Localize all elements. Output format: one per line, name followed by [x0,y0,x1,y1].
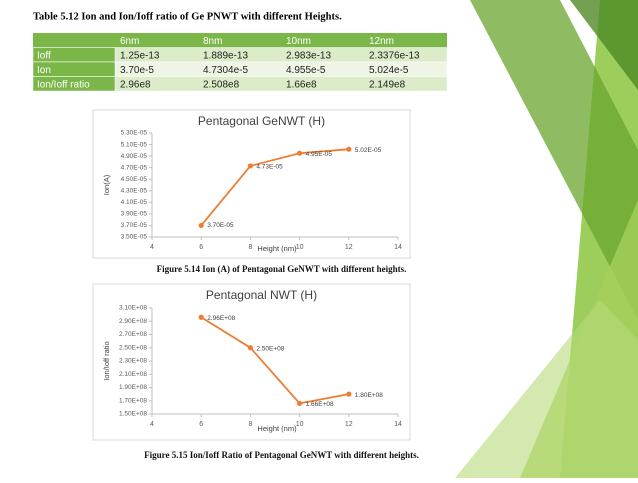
y-axis-label: Ion(A) [102,174,111,195]
cell: 1.889e-13 [203,50,248,61]
header-cell: 8nm [203,36,222,47]
cell: 4.955e-5 [286,65,326,76]
chart-frame [92,109,411,259]
y-tick-label: 4.10E-05 [121,199,148,206]
data-label: 1.80E+08 [355,392,383,399]
data-point [247,345,253,351]
x-tick-label: 12 [345,421,353,428]
x-tick-label: 10 [296,421,304,428]
charts: Pentagonal GeNWT (H) 3.50E-05 3.70E-05 3.90… [92,109,419,460]
row-label: Ion [37,65,51,76]
x-tick-label: 14 [394,421,402,428]
figure-caption: Figure 5.14 Ion (A) of Pentagonal GeNWT … [157,264,407,274]
data-point [198,222,204,229]
x-tick-label: 10 [296,244,304,251]
y-tick-label: 3.70E-05 [121,222,148,229]
data-label: 2.96E+08 [207,315,235,322]
y-tick-label: 4.30E-05 [121,187,148,194]
data-line [200,148,349,227]
y-tick-label: 3.10E+08 [119,305,147,312]
data-point [198,314,204,320]
cell: 2.983e-13 [286,50,331,61]
data-label: 1.66E+08 [306,401,334,408]
x-tick-label: 6 [199,244,203,251]
cell: 1.25e-13 [120,50,160,61]
data-label: 2.50E+08 [256,345,284,352]
x-axis-label: Height (nm) [257,244,297,253]
figure-caption: Figure 5.15 Ion/Ioff Ratio of Pentagonal… [144,450,419,460]
chart: Pentagonal GeNWT (H) 3.50E-05 3.70E-05 3.90… [92,109,411,274]
cell: 2.508e8 [203,79,240,90]
cell: 1.66e8 [286,79,317,90]
y-tick-label: 2.90E+08 [119,318,147,325]
data-label: 3.70E-05 [207,222,234,229]
cell: 2.149e8 [369,79,406,90]
data-point [297,400,303,406]
data-label: 4.73E-05 [256,164,283,171]
cell: 2.96e8 [120,79,151,90]
data-label: 5.02E-05 [355,147,382,154]
y-tick-label: 5.10E-05 [121,141,148,148]
x-tick-label: 6 [199,421,203,428]
row-head-bg [32,76,116,92]
y-tick-label: 1.70E+08 [119,397,147,404]
chart: Pentagonal NWT (H) 1.50E+08 1.70E+08 1.90E+… [92,283,419,460]
row-label: Ion/Ioff ratio [37,79,90,90]
header-row [33,33,447,48]
data-point [297,150,303,156]
header-cell: 10nm [286,36,311,47]
y-axis-label: Ion/Ioff ratio [102,341,111,380]
chart-title: Pentagonal GeNWT (H) [198,114,325,128]
data-point [346,146,352,152]
header-cell: 6nm [120,36,139,47]
x-tick-label: 4 [150,421,154,428]
y-tick-label: 2.10E+08 [119,371,147,378]
data-point [247,163,253,169]
y-tick-label: 3.90E-05 [121,211,148,218]
cell: 3.70e-5 [120,65,154,76]
x-tick-label: 8 [248,244,252,251]
x-tick-label: 4 [150,244,154,251]
y-tick-label: 1.50E+08 [119,411,147,418]
y-tick-label: 4.50E-05 [121,176,148,183]
y-tick-label: 2.70E+08 [119,331,147,338]
row-label: Ioff [37,50,51,61]
y-tick-label: 5.30E-05 [121,130,148,137]
cell: 4.7304e-5 [203,65,248,76]
chart-title: Pentagonal NWT (H) [206,288,317,302]
data-line [200,316,349,405]
cell: 2.3376e-13 [369,50,420,61]
x-axis-label: Height (nm) [257,424,297,433]
cell: 5.024e-5 [369,65,409,76]
y-tick-label: 2.30E+08 [119,358,147,365]
y-tick-label: 4.90E-05 [121,153,148,160]
y-tick-label: 1.90E+08 [119,384,147,391]
data-label: 4.95E-05 [306,151,333,158]
y-tick-label: 2.50E+08 [119,344,147,351]
decoration [455,0,638,478]
y-tick-label: 3.50E-05 [121,234,148,241]
x-tick-label: 12 [345,244,353,251]
data-point [346,391,352,397]
table-title: Table 5.12 Ion and Ion/Ioff ratio of Ge … [33,11,342,22]
x-tick-label: 14 [394,244,402,251]
table: 6nm 8nm 10nm 12nm Ioff 1.25e-13 1.889e-13 2.983… [32,33,448,92]
y-tick-label: 4.70E-05 [121,164,148,171]
header-cell: 12nm [369,36,394,47]
x-tick-label: 8 [248,421,252,428]
